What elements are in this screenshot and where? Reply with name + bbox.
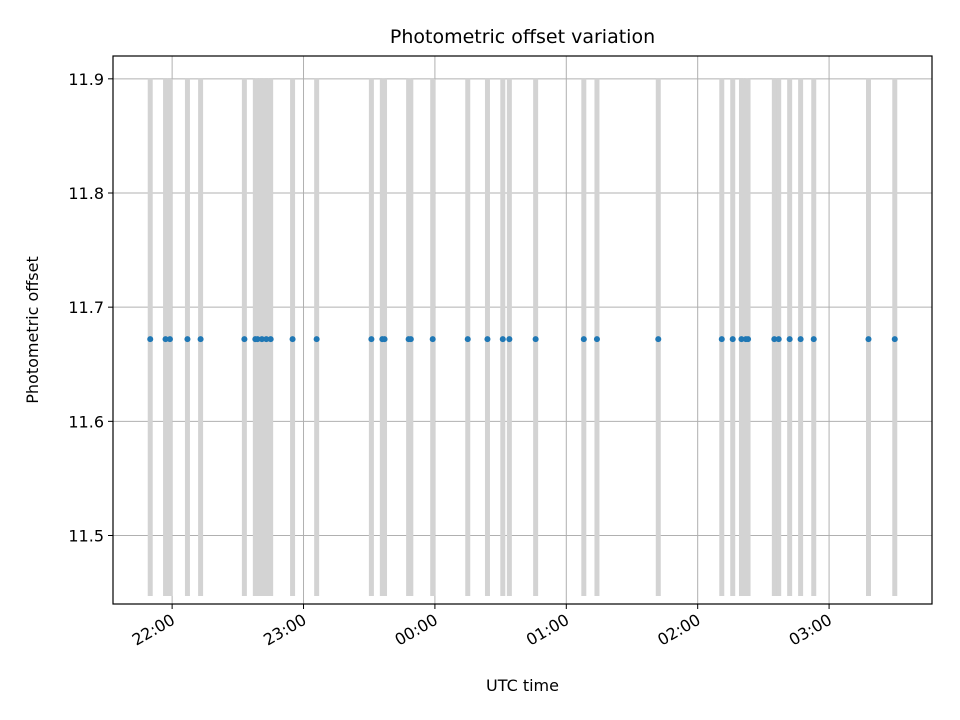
data-point — [718, 336, 725, 343]
data-point — [407, 336, 414, 343]
data-point — [241, 336, 248, 343]
data-point — [258, 336, 265, 343]
y-tick-label: 11.6 — [68, 412, 104, 431]
data-point — [797, 336, 804, 343]
data-point — [786, 336, 793, 343]
y-tick-label: 11.9 — [68, 70, 104, 89]
data-point — [267, 336, 274, 343]
data-point — [381, 336, 388, 343]
data-point — [484, 336, 491, 343]
chart-title: Photometric offset variation — [390, 26, 655, 48]
data-point — [891, 336, 898, 343]
data-point — [147, 336, 154, 343]
data-point — [289, 336, 296, 343]
y-tick-label: 11.7 — [68, 298, 104, 317]
data-point — [865, 336, 872, 343]
data-point — [655, 336, 662, 343]
data-point — [499, 336, 506, 343]
data-point — [368, 336, 375, 343]
data-point — [429, 336, 436, 343]
data-point — [506, 336, 513, 343]
data-point — [184, 336, 191, 343]
y-axis-label: Photometric offset — [23, 256, 42, 404]
data-point — [197, 336, 204, 343]
data-point — [771, 336, 778, 343]
data-point — [729, 336, 736, 343]
data-point — [593, 336, 600, 343]
data-point — [532, 336, 539, 343]
data-point — [263, 336, 270, 343]
data-points — [147, 336, 898, 343]
y-tick-label: 11.5 — [68, 527, 104, 546]
data-point — [464, 336, 471, 343]
plot-frame — [112, 55, 933, 605]
data-point — [810, 336, 817, 343]
data-point — [162, 336, 169, 343]
data-point — [254, 336, 261, 343]
data-point — [166, 336, 173, 343]
data-point — [775, 336, 782, 343]
data-point — [580, 336, 587, 343]
x-axis-label: UTC time — [486, 676, 559, 695]
data-point — [313, 336, 320, 343]
data-point — [745, 336, 752, 343]
data-point — [738, 336, 745, 343]
y-tick-label: 11.8 — [68, 184, 104, 203]
